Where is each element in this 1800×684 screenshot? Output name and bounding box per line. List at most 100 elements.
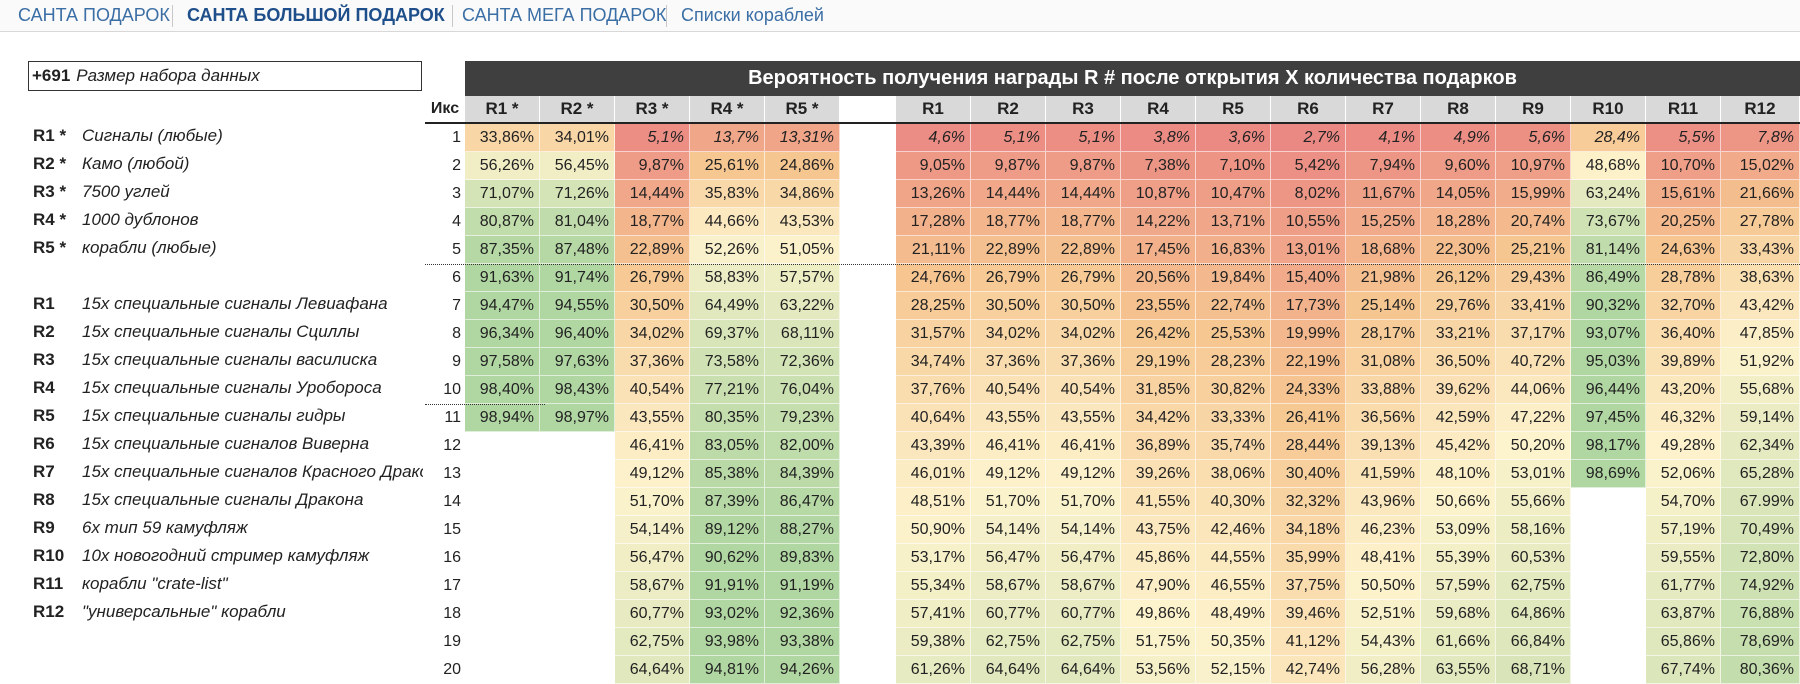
probability-cell: 49,12% [1046, 460, 1121, 488]
probability-cell: 19,84% [1196, 264, 1271, 292]
legend-item: R11 корабли "crate-list" [0, 570, 423, 598]
probability-cell: 15,61% [1646, 180, 1721, 208]
probability-cell: 54,14% [615, 516, 690, 544]
iks-value: 20 [443, 661, 461, 678]
probability-cell: 53,01% [1496, 460, 1571, 488]
probability-cell: 31,57% [896, 320, 971, 348]
legend-code: R3 [33, 350, 55, 369]
iks-value: 18 [443, 605, 461, 622]
probability-cell: 91,91% [690, 572, 765, 600]
probability-cell: 58,67% [971, 572, 1046, 600]
legend-item: R8 15x специальные сигналы Дракона [0, 486, 423, 514]
probability-cell: 62,75% [1496, 572, 1571, 600]
probability-cell: 15,02% [1721, 152, 1800, 180]
legend-description: 15x специальные сигналы Левиафана [82, 294, 388, 313]
probability-cell: 7,94% [1346, 152, 1421, 180]
iks-value: 5 [452, 241, 461, 258]
probability-cell: 17,45% [1121, 236, 1196, 264]
probability-cell: 40,54% [1046, 376, 1121, 404]
probability-cell: 74,92% [1721, 572, 1800, 600]
probability-cell: 53,17% [896, 544, 971, 572]
probability-cell: 41,59% [1346, 460, 1421, 488]
probability-cell: 96,44% [1571, 376, 1646, 404]
legend-code: R4 [33, 378, 55, 397]
probability-cell: 3,8% [1121, 124, 1196, 152]
iks-value: 19 [443, 633, 461, 650]
tab-santa-gift[interactable]: САНТА ПОДАРОК [18, 5, 170, 25]
probability-cell: 18,68% [1346, 236, 1421, 264]
tab-ship-lists[interactable]: Списки кораблей [681, 5, 824, 25]
probability-cell: 14,44% [1046, 180, 1121, 208]
probability-cell: 46,41% [615, 432, 690, 460]
probability-cell: 49,12% [615, 460, 690, 488]
probability-cell: 50,66% [1421, 488, 1496, 516]
probability-cell: 36,56% [1346, 404, 1421, 432]
probability-cell: 25,14% [1346, 292, 1421, 320]
probability-cell: 34,02% [615, 320, 690, 348]
iks-value: 14 [443, 493, 461, 510]
probability-cell: 59,14% [1721, 404, 1800, 432]
column-header: R1 [896, 96, 971, 122]
legend-code: R8 [33, 490, 55, 509]
probability-cell: 64,64% [1046, 656, 1121, 684]
legend-code: R6 [33, 434, 55, 453]
probability-cell: 43,20% [1646, 376, 1721, 404]
probability-cell: 65,28% [1721, 460, 1800, 488]
iks-value: 6 [452, 269, 461, 286]
probability-cell: 31,85% [1121, 376, 1196, 404]
legend-description: 15x специальные сигналы Сциллы [82, 322, 360, 341]
probability-cell: 97,45% [1571, 404, 1646, 432]
column-header: R2 * [540, 96, 615, 122]
legend-code: R9 [33, 518, 55, 537]
probability-cell: 56,47% [615, 544, 690, 572]
probability-cell: 76,04% [765, 376, 840, 404]
probability-cell: 79,23% [765, 404, 840, 432]
probability-cell: 37,36% [1046, 348, 1121, 376]
probability-cell: 80,35% [690, 404, 765, 432]
probability-cell: 38,63% [1721, 264, 1800, 292]
probability-cell: 39,62% [1421, 376, 1496, 404]
legend-code: R12 [33, 602, 65, 621]
column-header: R4 [1121, 96, 1196, 122]
column-header: R2 [971, 96, 1046, 122]
probability-cell: 71,07% [465, 180, 540, 208]
probability-cell: 87,35% [465, 236, 540, 264]
probability-cell: 69,37% [690, 320, 765, 348]
probability-cell: 56,28% [1346, 656, 1421, 684]
probability-cell: 43,53% [765, 208, 840, 236]
probability-cell: 30,82% [1196, 376, 1271, 404]
probability-cell: 55,39% [1421, 544, 1496, 572]
probability-cell: 51,75% [1121, 628, 1196, 656]
row-separator [425, 264, 1800, 265]
probability-cell: 25,21% [1496, 236, 1571, 264]
probability-cell: 30,50% [1046, 292, 1121, 320]
probability-cell: 30,40% [1271, 460, 1346, 488]
dataset-size-box: +691 Размер набора данных [28, 61, 422, 91]
legend-item: R12 "универсальные" корабли [0, 598, 423, 626]
probability-cell: 58,67% [1046, 572, 1121, 600]
legend-description: 6x тип 59 камуфляж [82, 518, 248, 537]
probability-cell: 58,16% [1496, 516, 1571, 544]
iks-value: 2 [452, 157, 461, 174]
probability-cell: 17,28% [896, 208, 971, 236]
probability-cell: 93,98% [690, 628, 765, 656]
iks-header: Икс [430, 100, 460, 117]
tab-santa-mega-gift[interactable]: САНТА МЕГА ПОДАРОК [462, 5, 667, 25]
probability-cell: 4,6% [896, 124, 971, 152]
dataset-count: +691 [32, 66, 71, 85]
dataset-label: Размер набора данных [76, 66, 260, 85]
legend-item: R7 15x специальные сигналов Красного Драк… [0, 458, 423, 486]
probability-cell: 30,50% [615, 292, 690, 320]
probability-cell: 77,21% [690, 376, 765, 404]
probability-cell: 48,49% [1196, 600, 1271, 628]
probability-cell: 9,87% [615, 152, 690, 180]
probability-cell: 26,41% [1271, 404, 1346, 432]
probability-cell: 49,12% [971, 460, 1046, 488]
probability-cell: 34,02% [1046, 320, 1121, 348]
probability-cell: 54,43% [1346, 628, 1421, 656]
probability-cell: 32,32% [1271, 488, 1346, 516]
probability-cell: 22,89% [1046, 236, 1121, 264]
probability-cell: 43,55% [615, 404, 690, 432]
probability-cell: 34,74% [896, 348, 971, 376]
tab-santa-big-gift[interactable]: САНТА БОЛЬШОЙ ПОДАРОК [187, 5, 445, 25]
